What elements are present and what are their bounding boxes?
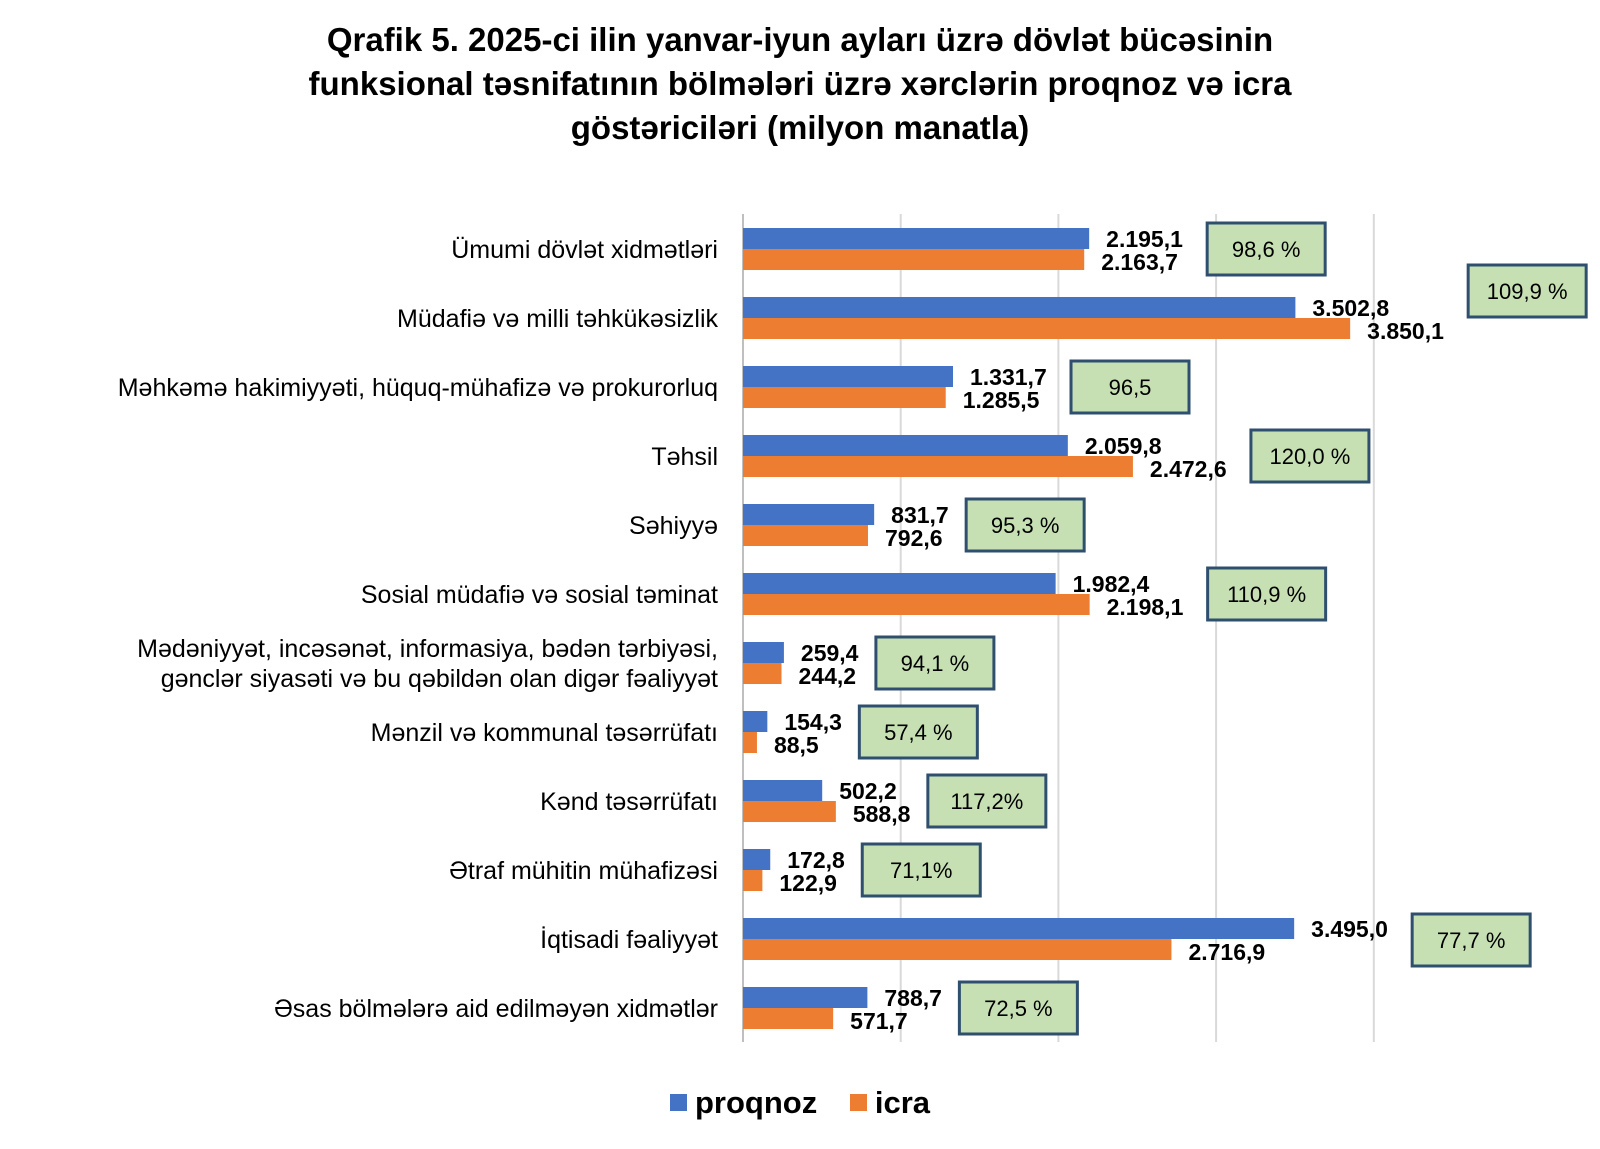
chart-title: Qrafik 5. 2025-ci ilin yanvar-iyun aylar… [0, 18, 1600, 150]
category-label: Məhkəmə hakimiyyəti, hüquq-mühafizə və p… [118, 374, 718, 402]
bar-icra [743, 318, 1351, 339]
data-label-icra: 88,5 [774, 732, 819, 758]
bar-proqnoz [743, 918, 1295, 939]
percent-box [874, 635, 996, 691]
data-label-proqnoz: 1.331,7 [970, 364, 1047, 390]
category-label-line: Mədəniyyət, incəsənət, informasiya, bədə… [137, 635, 718, 663]
bar-icra [743, 525, 868, 546]
bar-proqnoz [743, 711, 768, 732]
percent-box [1249, 428, 1371, 484]
chart-title-line: funksional təsnifatının bölmələri üzrə x… [308, 65, 1292, 102]
legend-label-icra: icra [874, 1084, 931, 1120]
legend-label-proqnoz: proqnoz [694, 1084, 818, 1120]
percent-label: 57,4 % [884, 720, 953, 745]
data-label-icra: 2.472,6 [1150, 456, 1227, 482]
bar-icra [743, 594, 1090, 615]
percent-box [857, 704, 979, 760]
bar-proqnoz [743, 987, 868, 1008]
percent-label: 98,6 % [1232, 237, 1301, 262]
legend-swatch-icra [849, 1094, 867, 1111]
percent-box [957, 980, 1079, 1036]
bar-proqnoz [743, 849, 771, 870]
bar-icra [743, 456, 1133, 477]
data-label-proqnoz: 172,8 [787, 847, 845, 873]
data-label-icra: 2.198,1 [1107, 594, 1184, 620]
data-label-proqnoz: 1.982,4 [1073, 571, 1150, 597]
bar-icra [743, 939, 1172, 960]
percent-label: 94,1 % [901, 651, 970, 676]
data-label-icra: 571,7 [850, 1008, 908, 1034]
data-label-icra: 2.163,7 [1101, 249, 1178, 275]
data-label-proqnoz: 831,7 [891, 502, 949, 528]
category-label: Təhsil [651, 443, 718, 471]
percent-box [860, 842, 982, 898]
bar-icra [743, 870, 763, 891]
data-label-icra: 3.850,1 [1367, 318, 1444, 344]
data-label-proqnoz: 3.495,0 [1311, 916, 1388, 942]
data-label-icra: 2.716,9 [1188, 939, 1265, 965]
category-label: Əsas bölmələrə aid edilməyən xidmətlər [274, 995, 718, 1023]
bar-proqnoz [743, 573, 1056, 594]
data-label-proqnoz: 3.502,8 [1312, 295, 1389, 321]
legend-item-icra: icra [849, 1084, 931, 1121]
percent-box [1069, 359, 1191, 415]
data-label-proqnoz: 502,2 [839, 778, 897, 804]
percent-label: 95,3 % [991, 513, 1060, 538]
percent-label: 71,1% [890, 858, 952, 883]
bar-proqnoz [743, 780, 823, 801]
data-label-proqnoz: 788,7 [884, 985, 942, 1011]
percent-box [1206, 566, 1328, 622]
percent-box [1205, 221, 1327, 277]
legend-item-proqnoz: proqnoz [669, 1084, 818, 1121]
chart-title-line: Qrafik 5. 2025-ci ilin yanvar-iyun aylar… [326, 21, 1274, 58]
category-label: Mədəniyyət, incəsənət, informasiya, bədə… [137, 635, 718, 693]
percent-label: 96,5 [1109, 375, 1152, 400]
bar-proqnoz [743, 297, 1296, 318]
category-label: Kənd təsərrüfatı [540, 788, 718, 816]
data-label-icra: 244,2 [799, 663, 857, 689]
bar-proqnoz [743, 504, 875, 525]
bar-proqnoz [743, 366, 954, 387]
bar-proqnoz [743, 435, 1068, 456]
category-label: Mənzil və kommunal təsərrüfatı [371, 719, 718, 747]
percent-label: 77,7 % [1437, 928, 1506, 953]
category-label-line: gənclər siyasəti və bu qəbildən olan dig… [161, 665, 718, 693]
data-label-icra: 588,8 [853, 801, 911, 827]
percent-box [964, 497, 1086, 553]
category-label: İqtisadi fəaliyyət [540, 925, 718, 954]
legend-swatch-proqnoz [669, 1094, 687, 1111]
data-label-proqnoz: 2.195,1 [1106, 226, 1183, 252]
bar-proqnoz [743, 228, 1090, 249]
data-label-icra: 122,9 [779, 870, 837, 896]
bar-icra [743, 1008, 834, 1029]
percent-box [1410, 912, 1532, 968]
data-label-icra: 792,6 [885, 525, 943, 551]
percent-label: 110,9 % [1227, 582, 1306, 607]
legend: proqnoz icra [0, 1083, 1600, 1121]
bar-icra [743, 801, 836, 822]
bar-icra [743, 663, 782, 684]
bar-proqnoz [743, 642, 784, 663]
data-label-proqnoz: 154,3 [784, 709, 842, 735]
percent-label: 120,0 % [1270, 444, 1351, 469]
category-label: Ümumi dövlət xidmətləri [451, 236, 718, 264]
percent-box [1466, 263, 1588, 319]
bar-icra [743, 249, 1085, 270]
bar-icra [743, 732, 757, 753]
percent-label: 72,5 % [984, 996, 1053, 1021]
chart-title-line: göstəriciləri (milyon manatla) [570, 109, 1030, 146]
percent-label: 117,2% [950, 789, 1023, 814]
category-label: Sosial müdafiə və sosial təminat [361, 581, 718, 609]
percent-box [926, 773, 1048, 829]
data-label-icra: 1.285,5 [963, 387, 1040, 413]
category-label: Müdafiə və milli təhkükəsizlik [397, 305, 718, 333]
data-label-proqnoz: 2.059,8 [1085, 433, 1162, 459]
data-label-proqnoz: 259,4 [801, 640, 859, 666]
category-label: Səhiyyə [629, 512, 718, 540]
percent-label: 109,9 % [1487, 279, 1568, 304]
category-label: Ətraf mühitin mühafizəsi [449, 857, 718, 885]
bar-icra [743, 387, 946, 408]
